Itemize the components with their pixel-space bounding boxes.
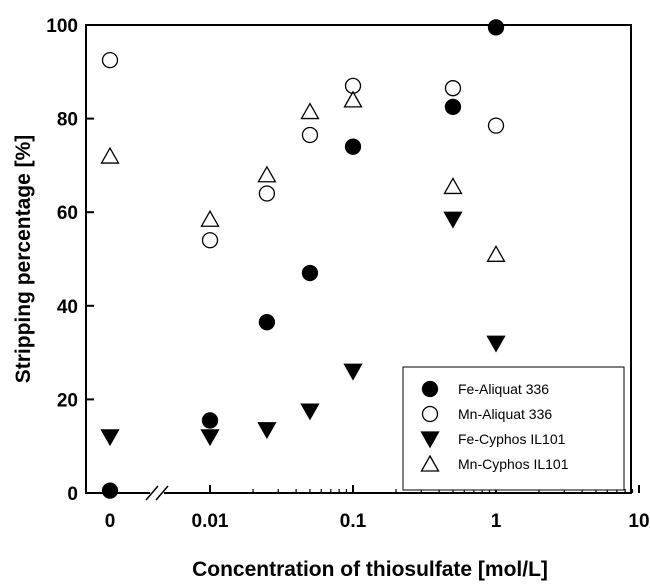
data-point — [301, 126, 319, 144]
y-tick-label: 60 — [57, 203, 78, 224]
data-point — [487, 19, 505, 36]
data-point — [343, 363, 363, 381]
data-point — [257, 422, 277, 440]
y-tick-label: 40 — [57, 297, 78, 318]
legend: Fe-Aliquat 336 Mn-Aliquat 336 Fe-Cyphos IL… — [402, 366, 625, 491]
axis-break-mark — [145, 485, 159, 501]
y-tick-label: 0 — [67, 484, 78, 505]
plot-frame — [85, 24, 632, 494]
x-tick-label: 0.01 — [192, 511, 229, 532]
legend-label: Fe-Cyphos IL101 — [458, 431, 566, 447]
y-axis-title: Stripping percentage [%] — [12, 135, 35, 384]
x-tick-label: 0.1 — [340, 511, 367, 532]
data-point — [344, 138, 362, 155]
legend-marker — [421, 380, 439, 398]
data-point — [258, 314, 276, 331]
axis-ticks: 0 20 40 60 80 100 0 0.01 0.1 1 10 — [46, 16, 649, 532]
x-tick-label: 10 — [628, 511, 649, 532]
data-points — [100, 19, 506, 499]
legend-marker — [420, 431, 440, 449]
x-tick-label: 1 — [491, 511, 502, 532]
data-point — [444, 80, 462, 97]
data-point — [101, 51, 119, 69]
x-tick-label: 0 — [105, 511, 116, 532]
legend-items: Fe-Aliquat 336 Mn-Aliquat 336 Fe-Cyphos IL… — [420, 380, 569, 472]
data-point — [200, 209, 220, 227]
data-point — [258, 185, 276, 202]
data-point — [486, 335, 506, 353]
data-point — [486, 245, 506, 262]
legend-marker — [420, 454, 440, 472]
data-point — [443, 211, 463, 229]
data-point — [100, 429, 120, 447]
series-fe-aliquat-336 — [101, 19, 505, 499]
axis-break-mark — [155, 485, 169, 501]
data-point — [343, 90, 363, 108]
y-tick-label: 100 — [46, 16, 78, 37]
data-point — [101, 482, 119, 499]
data-point — [487, 117, 505, 134]
y-tick-label: 20 — [57, 390, 78, 411]
data-point — [444, 98, 462, 116]
data-point — [300, 102, 320, 120]
data-point — [200, 429, 220, 447]
x-axis-title: Concentration of thiosulfate [mol/L] — [192, 558, 548, 581]
data-point — [257, 165, 277, 183]
data-point — [300, 403, 320, 421]
legend-label: Mn-Aliquat 336 — [458, 406, 552, 422]
data-point — [201, 412, 219, 429]
x-axis-break — [145, 485, 169, 501]
series-mn-aliquat-336 — [101, 51, 505, 249]
axis-break-gap — [150, 489, 164, 497]
y-tick-label: 80 — [57, 110, 78, 131]
legend-marker — [421, 405, 439, 423]
legend-label: Mn-Cyphos IL101 — [458, 456, 569, 472]
legend-box — [402, 366, 625, 491]
legend-label: Fe-Aliquat 336 — [458, 381, 549, 397]
data-point — [100, 146, 120, 164]
series-fe-cyphos-il101 — [100, 211, 506, 447]
data-point — [201, 232, 219, 249]
data-point — [301, 264, 319, 282]
series-mn-cyphos-il101 — [100, 90, 506, 262]
data-point — [443, 177, 463, 195]
